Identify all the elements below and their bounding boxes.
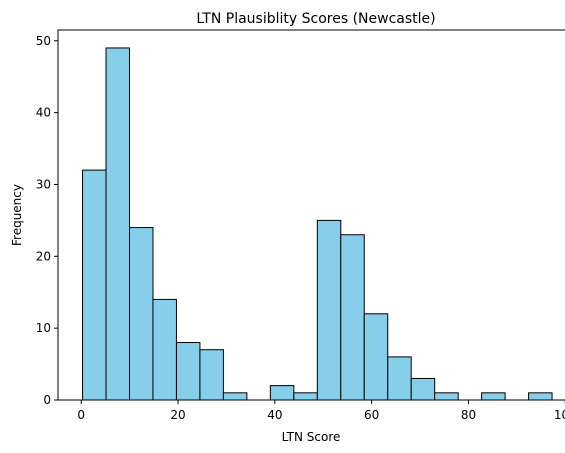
histogram-bar	[387, 356, 412, 401]
histogram-bar	[434, 392, 459, 401]
y-axis-label: Frequency	[10, 184, 24, 246]
y-tick-label: 30	[36, 177, 51, 191]
x-tick-label: 60	[364, 408, 379, 422]
y-axis-ticks: 0 10 20 30 40 50	[36, 34, 58, 407]
x-axis-ticks: 0 20 40 60 80 100	[77, 400, 565, 422]
x-tick-label: 40	[267, 408, 282, 422]
histogram-bar	[152, 298, 177, 401]
histogram-bar	[363, 313, 389, 401]
y-tick-label: 50	[36, 34, 51, 48]
y-tick-label: 10	[36, 321, 51, 335]
y-tick-label: 40	[36, 106, 51, 120]
histogram-bar	[105, 47, 130, 401]
histogram-bar	[199, 349, 224, 401]
histogram-bar	[128, 227, 154, 401]
histogram-bar	[222, 392, 248, 401]
x-tick-label: 0	[77, 408, 85, 422]
x-axis-label: LTN Score	[282, 430, 341, 444]
x-tick-label: 100	[554, 408, 565, 422]
histogram-bar	[410, 377, 436, 401]
histogram-bar	[481, 392, 506, 401]
histogram-bar	[340, 234, 365, 401]
histogram-bar	[528, 392, 553, 401]
histogram-bar	[82, 169, 107, 401]
plot-frame	[57, 29, 565, 401]
histogram-bar	[316, 219, 342, 401]
y-tick-label: 20	[36, 249, 51, 263]
bars-group	[82, 47, 553, 401]
y-tick-label: 0	[43, 393, 51, 407]
histogram-bar	[175, 342, 201, 401]
x-tick-label: 80	[461, 408, 476, 422]
chart-title: LTN Plausiblity Scores (Newcastle)	[196, 11, 435, 27]
x-tick-label: 20	[170, 408, 185, 422]
histogram-bar	[293, 392, 318, 401]
histogram-bar	[269, 385, 295, 401]
